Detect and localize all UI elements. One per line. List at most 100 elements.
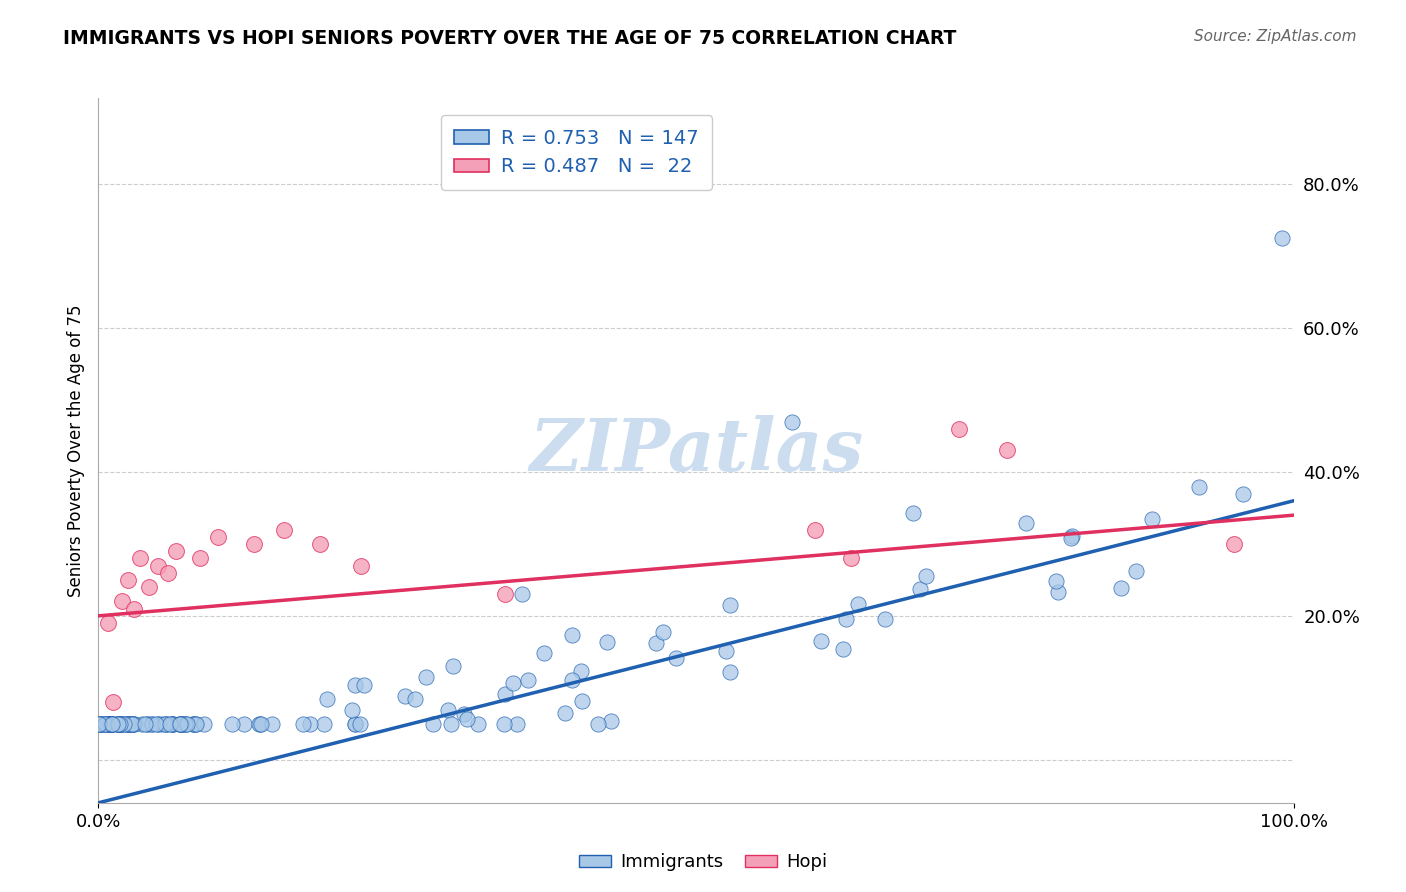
Point	[160, 716, 183, 731]
Point	[343, 678, 366, 692]
Point	[172, 716, 194, 731]
Point	[780, 415, 803, 429]
Point	[98, 716, 121, 731]
Point	[169, 716, 191, 731]
Point	[156, 566, 179, 580]
Point	[146, 716, 169, 731]
Point	[292, 716, 315, 731]
Point	[90, 716, 112, 731]
Point	[181, 716, 204, 731]
Point	[110, 716, 132, 731]
Point	[101, 716, 124, 731]
Point	[846, 597, 869, 611]
Point	[162, 716, 184, 731]
Point	[87, 716, 110, 731]
Point	[260, 716, 283, 731]
Point	[554, 706, 576, 720]
Point	[901, 506, 924, 520]
Point	[110, 716, 132, 731]
Point	[159, 716, 181, 731]
Point	[131, 716, 153, 731]
Point	[1109, 581, 1132, 595]
Point	[114, 716, 136, 731]
Point	[404, 692, 426, 706]
Point	[456, 713, 478, 727]
Point	[1045, 574, 1067, 588]
Point	[467, 716, 489, 731]
Point	[915, 568, 938, 582]
Point	[121, 716, 143, 731]
Point	[995, 443, 1018, 458]
Point	[122, 716, 145, 731]
Point	[221, 716, 243, 731]
Point	[181, 716, 204, 731]
Point	[308, 537, 330, 551]
Point	[184, 716, 207, 731]
Point	[152, 716, 174, 731]
Point	[1271, 231, 1294, 245]
Point	[145, 716, 167, 731]
Point	[492, 716, 515, 731]
Point	[110, 716, 132, 731]
Point	[714, 644, 737, 658]
Point	[112, 716, 135, 731]
Point	[121, 716, 143, 731]
Point	[1060, 529, 1083, 543]
Point	[183, 716, 205, 731]
Point	[169, 716, 191, 731]
Point	[97, 716, 120, 731]
Point	[170, 716, 193, 731]
Point	[188, 551, 211, 566]
Point	[136, 716, 159, 731]
Point	[494, 587, 516, 601]
Point	[120, 716, 142, 731]
Point	[193, 716, 215, 731]
Point	[114, 716, 136, 731]
Point	[94, 716, 117, 731]
Point	[561, 628, 583, 642]
Point	[349, 716, 371, 731]
Point	[108, 716, 131, 731]
Point	[104, 716, 127, 731]
Point	[162, 716, 184, 731]
Point	[141, 716, 163, 731]
Point	[170, 716, 193, 731]
Point	[571, 693, 593, 707]
Point	[494, 687, 516, 701]
Point	[422, 716, 444, 731]
Point	[247, 716, 270, 731]
Point	[1060, 531, 1083, 545]
Point	[596, 635, 619, 649]
Point	[117, 716, 139, 731]
Point	[97, 615, 120, 630]
Point	[502, 675, 524, 690]
Point	[111, 594, 134, 608]
Point	[89, 716, 111, 731]
Point	[652, 624, 675, 639]
Point	[169, 716, 191, 731]
Point	[569, 664, 592, 678]
Point	[90, 716, 112, 731]
Point	[249, 716, 271, 731]
Point	[101, 695, 124, 709]
Point	[98, 716, 121, 731]
Point	[134, 716, 156, 731]
Point	[107, 716, 129, 731]
Point	[148, 716, 170, 731]
Point	[98, 716, 121, 731]
Point	[94, 716, 117, 731]
Point	[101, 716, 124, 731]
Y-axis label: Seniors Poverty Over the Age of 75: Seniors Poverty Over the Age of 75	[66, 304, 84, 597]
Point	[124, 601, 146, 615]
Point	[107, 716, 129, 731]
Point	[160, 716, 183, 731]
Point	[94, 716, 117, 731]
Point	[155, 716, 177, 731]
Point	[129, 551, 152, 566]
Legend: Immigrants, Hopi: Immigrants, Hopi	[571, 847, 835, 879]
Point	[831, 642, 853, 657]
Point	[141, 716, 163, 731]
Point	[184, 716, 207, 731]
Point	[170, 716, 193, 731]
Point	[810, 633, 832, 648]
